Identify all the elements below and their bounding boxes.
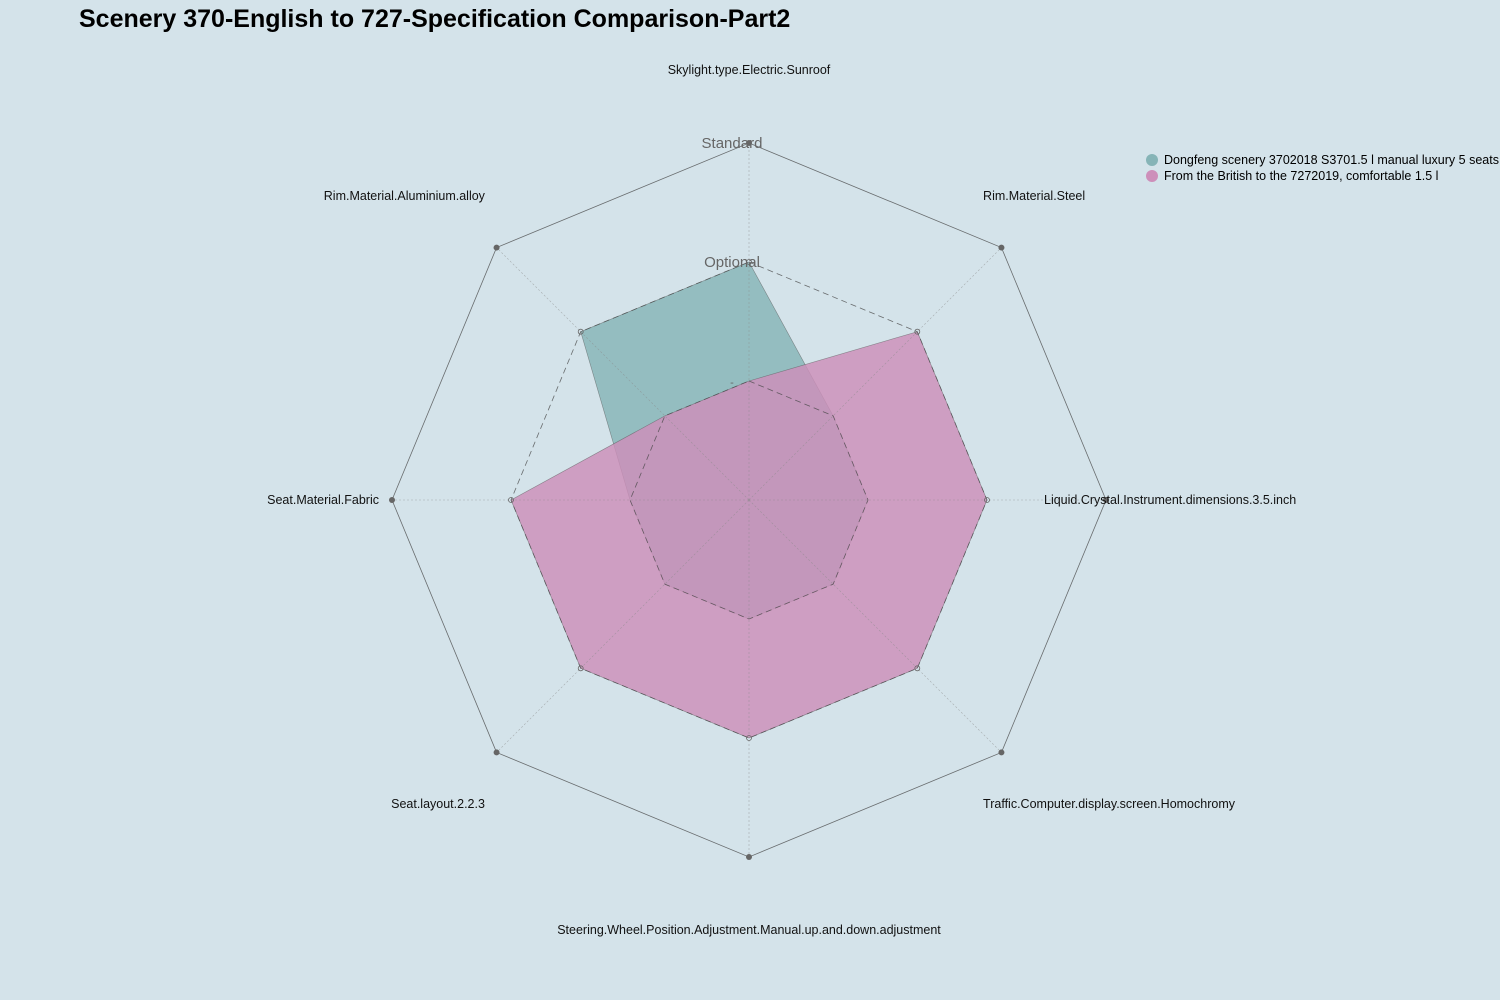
legend: Dongfeng scenery 3702018 S3701.5 l manua…	[1146, 152, 1499, 184]
grid-marker-outer	[998, 749, 1005, 756]
grid-marker-outer	[493, 244, 500, 251]
chart-title: Scenery 370-English to 727-Specification…	[79, 5, 791, 33]
grid-ring-inner	[629, 380, 869, 620]
legend-item-series-2[interactable]: From the British to the 7272019, comfort…	[1146, 168, 1499, 184]
level-label: -	[730, 377, 734, 389]
grid-marker-middle	[984, 497, 990, 503]
grid-ring-middle	[510, 261, 988, 739]
axis-label: Liquid.Crystal.Instrument.dimensions.3.5…	[1044, 493, 1296, 507]
grid-marker-outer	[746, 854, 752, 860]
axis-label: Traffic.Computer.display.screen.Homochro…	[983, 797, 1236, 811]
axis-label: Rim.Material.Steel	[983, 189, 1085, 203]
axis-spoke	[496, 499, 750, 753]
axis-spoke	[748, 499, 1002, 753]
grid-marker-middle	[508, 497, 514, 503]
axis-label: Seat.Material.Fabric	[267, 493, 379, 507]
legend-swatch-series-1	[1146, 154, 1158, 166]
grid-marker-outer	[1103, 497, 1109, 503]
grid-marker-outer	[389, 497, 395, 503]
grid-marker-middle	[746, 259, 752, 265]
grid-marker-middle	[914, 665, 921, 672]
legend-swatch-series-2	[1146, 170, 1158, 182]
legend-item-series-1[interactable]: Dongfeng scenery 3702018 S3701.5 l manua…	[1146, 152, 1499, 168]
legend-label-series-2: From the British to the 7272019, comfort…	[1164, 169, 1439, 183]
axis-label: Rim.Material.Aluminium.alloy	[324, 189, 486, 203]
level-label: Standard	[702, 135, 763, 152]
grid-marker-middle	[577, 328, 584, 335]
level-label: Optional	[704, 254, 760, 271]
axis-label: Skylight.type.Electric.Sunroof	[668, 63, 831, 77]
legend-label-series-1: Dongfeng scenery 3702018 S3701.5 l manua…	[1164, 153, 1499, 167]
grid-marker-outer	[998, 244, 1005, 251]
grid-marker-middle	[914, 328, 921, 335]
axis-spoke	[496, 247, 750, 501]
axis-spoke	[748, 247, 1002, 501]
grid-marker-middle	[577, 665, 584, 672]
grid-marker-middle	[746, 735, 752, 741]
grid-marker-outer	[746, 140, 752, 146]
axis-label: Seat.layout.2.2.3	[391, 797, 485, 811]
axis-label: Steering.Wheel.Position.Adjustment.Manua…	[557, 923, 941, 937]
grid-marker-outer	[493, 749, 500, 756]
